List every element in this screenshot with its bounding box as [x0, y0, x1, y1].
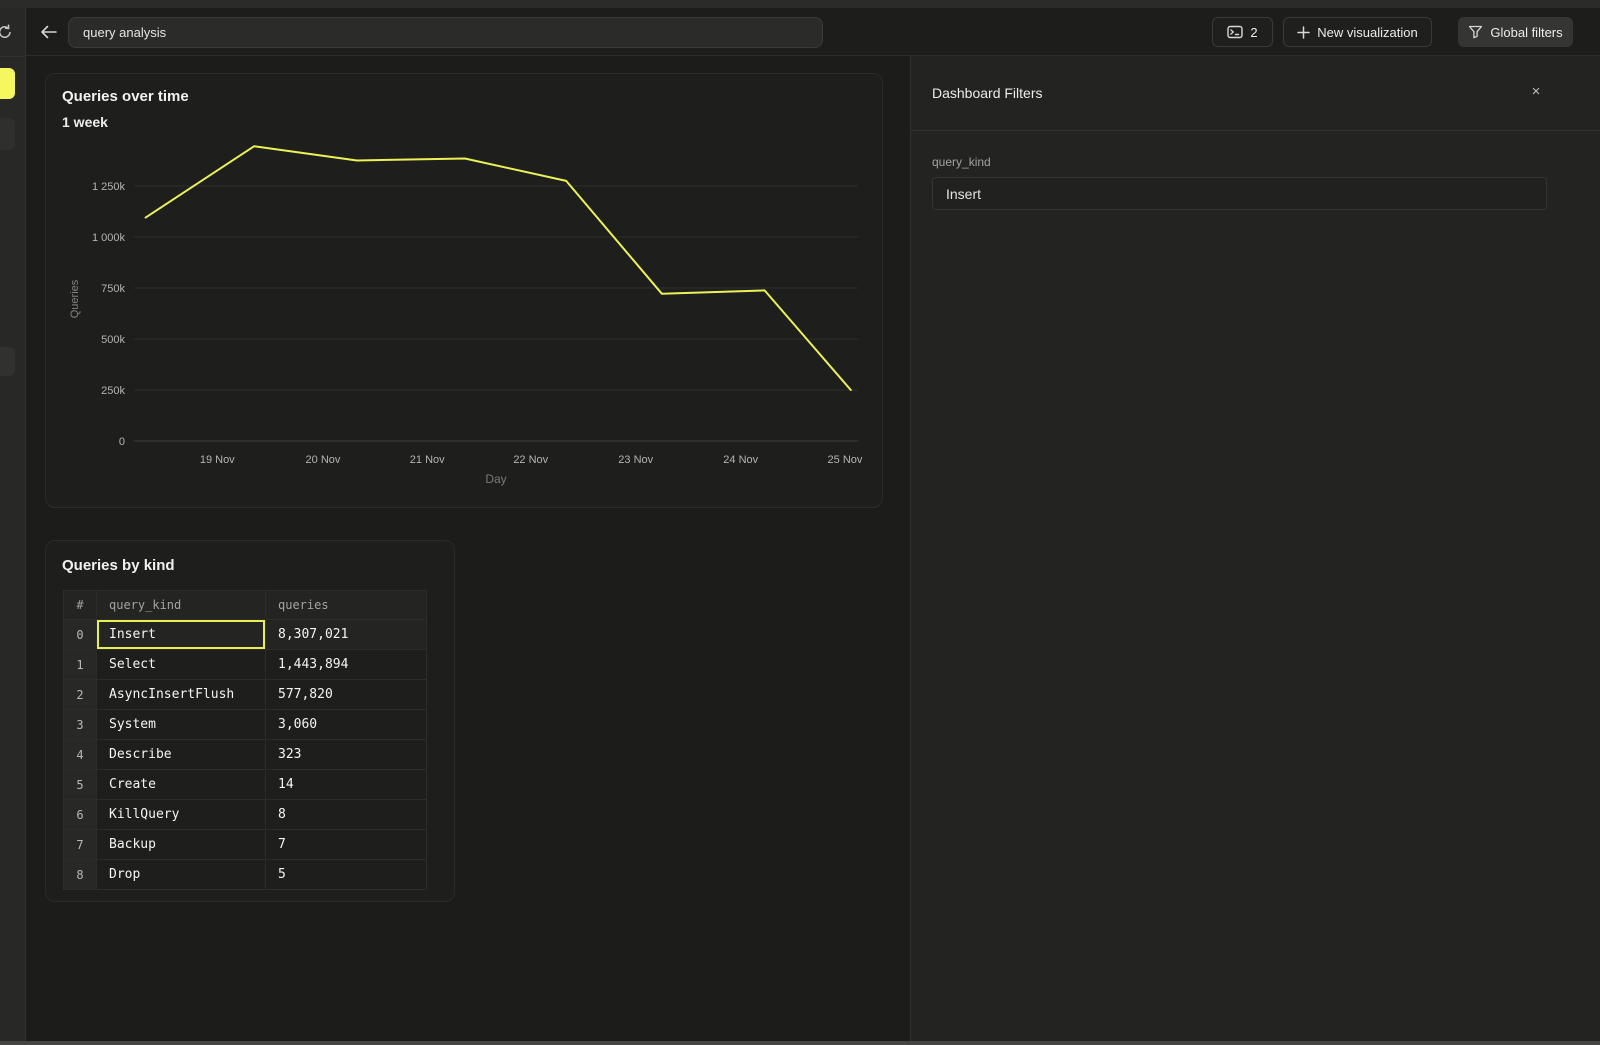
- table-cell-query_kind[interactable]: Select: [96, 649, 266, 680]
- refresh-icon[interactable]: [0, 22, 15, 42]
- table-row: 5 Create 14: [63, 769, 427, 800]
- column-header-query_kind: query_kind: [96, 590, 266, 620]
- table-cell-queries[interactable]: 5: [265, 859, 427, 890]
- query-kind-filter-input[interactable]: [932, 177, 1547, 210]
- queries-line-series: [144, 145, 852, 391]
- table-cell-queries[interactable]: 1,443,894: [265, 649, 427, 680]
- table-cell-queries[interactable]: 14: [265, 769, 427, 800]
- chart-title: Queries over time: [62, 88, 189, 105]
- dashboard-title-input[interactable]: [68, 17, 823, 48]
- table-row: 1 Select 1,443,894: [63, 649, 427, 680]
- sidebar-item[interactable]: [0, 347, 15, 376]
- row-index-cell: 1: [63, 649, 97, 680]
- table-row: 4 Describe 323: [63, 739, 427, 770]
- y-tick-label: 500k: [101, 334, 125, 346]
- table-cell-queries[interactable]: 3,060: [265, 709, 427, 740]
- queries-over-time-chart: 0 250k 500k 750k 1 000k 1 250k Queries 19 Nov 20…: [69, 145, 863, 486]
- window-top-strip: [0, 0, 1600, 8]
- terminal-icon: [1227, 25, 1244, 39]
- column-header-index: #: [63, 590, 97, 620]
- console-count: 2: [1250, 24, 1258, 40]
- y-tick-label: 1 250k: [92, 181, 126, 193]
- table-cell-query_kind[interactable]: Drop: [96, 859, 266, 890]
- x-tick-label: 24 Nov: [723, 454, 758, 466]
- row-index-cell: 7: [63, 829, 97, 860]
- x-tick-label: 21 Nov: [410, 454, 445, 466]
- x-tick-label: 22 Nov: [513, 454, 548, 466]
- sidebar-item[interactable]: [0, 118, 15, 150]
- funnel-icon: [1468, 25, 1483, 39]
- table-row: 7 Backup 7: [63, 829, 427, 860]
- row-index-cell: 3: [63, 709, 97, 740]
- table-cell-queries[interactable]: 8,307,021: [265, 619, 427, 650]
- panel-separator: [911, 130, 1600, 131]
- table-cell-query_kind[interactable]: System: [96, 709, 266, 740]
- left-sidebar: [0, 8, 26, 1041]
- panel-title: Dashboard Filters: [932, 85, 1043, 101]
- table-cell-query_kind[interactable]: AsyncInsertFlush: [96, 679, 266, 710]
- queries-by-kind-card: Queries by kind # query_kind queries 0 Inser…: [45, 540, 455, 902]
- row-index-cell: 2: [63, 679, 97, 710]
- y-tick-label: 1 000k: [92, 232, 126, 244]
- sidebar-divider: [0, 56, 26, 57]
- chart-subtitle: 1 week: [62, 114, 108, 130]
- table-row: 3 System 3,060: [63, 709, 427, 740]
- table-cell-query_kind[interactable]: Backup: [96, 829, 266, 860]
- table-title: Queries by kind: [62, 557, 175, 574]
- row-index-cell: 8: [63, 859, 97, 890]
- table-cell-query_kind[interactable]: Insert: [96, 619, 266, 650]
- x-tick-label: 25 Nov: [828, 454, 863, 466]
- close-icon[interactable]: ×: [1531, 82, 1541, 100]
- row-index-cell: 0: [63, 619, 97, 650]
- x-tick-label: 23 Nov: [618, 454, 653, 466]
- x-axis-title: Day: [485, 472, 506, 486]
- row-index-cell: 5: [63, 769, 97, 800]
- column-header-queries: queries: [265, 590, 427, 620]
- table-cell-queries[interactable]: 8: [265, 799, 427, 830]
- queries-by-kind-table: # query_kind queries 0 Insert 8,307,021 1 Selec…: [63, 590, 427, 890]
- table-header-row: # query_kind queries: [63, 590, 427, 620]
- table-cell-query_kind[interactable]: Describe: [96, 739, 266, 770]
- main-content: Queries over time 1 week 0 250k 500k 750k 1 …: [26, 56, 910, 1041]
- y-axis-title: Queries: [69, 279, 81, 318]
- new-visualization-button[interactable]: New visualization: [1283, 17, 1432, 47]
- filter-field-label: query_kind: [932, 155, 991, 169]
- global-filters-button[interactable]: Global filters: [1458, 17, 1573, 47]
- window-bottom-strip: [0, 1041, 1600, 1045]
- table-cell-query_kind[interactable]: Create: [96, 769, 266, 800]
- back-button[interactable]: [36, 20, 62, 44]
- y-tick-label: 0: [119, 436, 125, 448]
- sidebar-item-active-dashboard[interactable]: [0, 68, 15, 99]
- row-index-cell: 6: [63, 799, 97, 830]
- x-tick-label: 19 Nov: [200, 454, 235, 466]
- x-tick-label: 20 Nov: [306, 454, 341, 466]
- table-row: 2 AsyncInsertFlush 577,820: [63, 679, 427, 710]
- row-index-cell: 4: [63, 739, 97, 770]
- table-cell-queries[interactable]: 577,820: [265, 679, 427, 710]
- new-visualization-label: New visualization: [1317, 24, 1418, 40]
- plus-icon: [1297, 25, 1311, 39]
- table-cell-queries[interactable]: 7: [265, 829, 427, 860]
- sql-console-button[interactable]: 2: [1212, 17, 1273, 47]
- table-cell-queries[interactable]: 323: [265, 739, 427, 770]
- table-cell-query_kind[interactable]: KillQuery: [96, 799, 266, 830]
- global-filters-label: Global filters: [1490, 24, 1563, 40]
- y-tick-label: 750k: [101, 283, 125, 295]
- y-tick-label: 250k: [101, 385, 125, 397]
- table-row: 8 Drop 5: [63, 859, 427, 890]
- arrow-left-icon: [41, 25, 57, 39]
- table-row: 6 KillQuery 8: [63, 799, 427, 830]
- queries-over-time-card: Queries over time 1 week 0 250k 500k 750k 1 …: [45, 73, 883, 508]
- table-row: 0 Insert 8,307,021: [63, 619, 427, 650]
- topbar: 2 New visualization Global filters: [26, 8, 1600, 56]
- dashboard-filters-panel: Dashboard Filters × query_kind: [910, 56, 1600, 1041]
